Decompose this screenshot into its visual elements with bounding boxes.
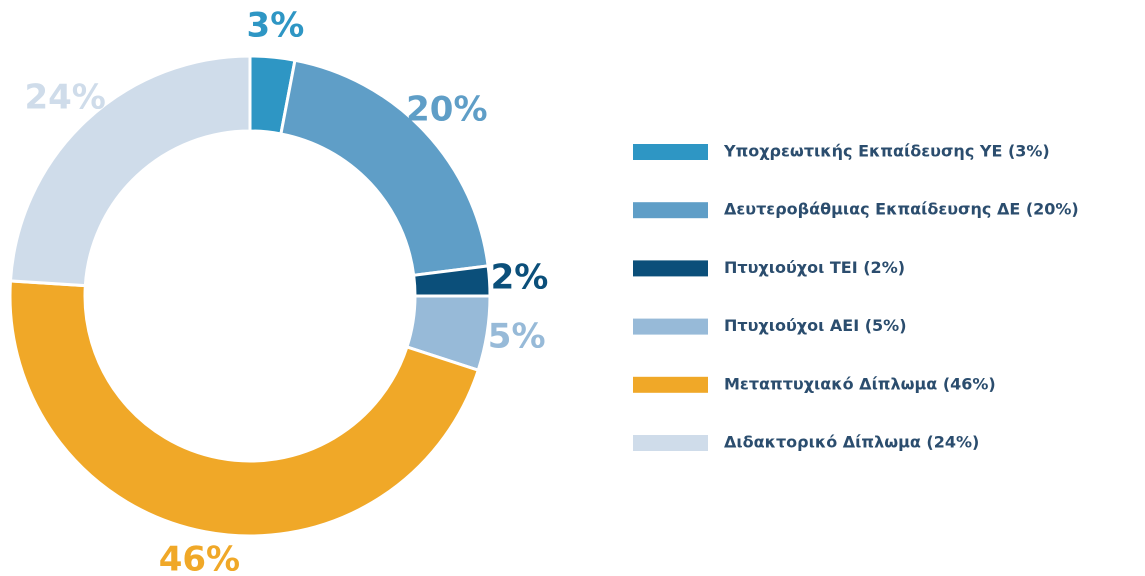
legend-label: Πτυχιούχοι ΤΕΙ (2%) xyxy=(724,258,905,277)
data-label: 3% xyxy=(247,6,305,46)
data-label: 5% xyxy=(488,317,546,357)
legend-label: Διδακτορικό Δίπλωμα (24%) xyxy=(724,433,979,452)
legend-swatch xyxy=(633,435,708,451)
donut-slice xyxy=(8,54,252,288)
data-label: 2% xyxy=(491,258,549,298)
legend-swatch xyxy=(633,318,708,335)
legend-swatch xyxy=(633,202,708,219)
legend-swatch xyxy=(633,144,708,160)
data-label: 46% xyxy=(159,540,240,576)
legend-label: Μεταπτυχιακό Δίπλωμα (46%) xyxy=(724,374,996,393)
legend-label: Δευτεροβάθμιας Εκπαίδευσης ΔΕ (20%) xyxy=(724,200,1079,219)
data-label: 20% xyxy=(406,90,487,130)
data-label: 24% xyxy=(24,78,105,118)
legend-swatch xyxy=(633,260,708,277)
legend-swatch xyxy=(633,376,708,393)
legend-label: Υποχρεωτικής Εκπαίδευσης ΥΕ (3%) xyxy=(723,142,1050,161)
legend-label: Πτυχιούχοι ΑΕΙ (5%) xyxy=(724,316,907,335)
donut-slice xyxy=(8,279,481,538)
